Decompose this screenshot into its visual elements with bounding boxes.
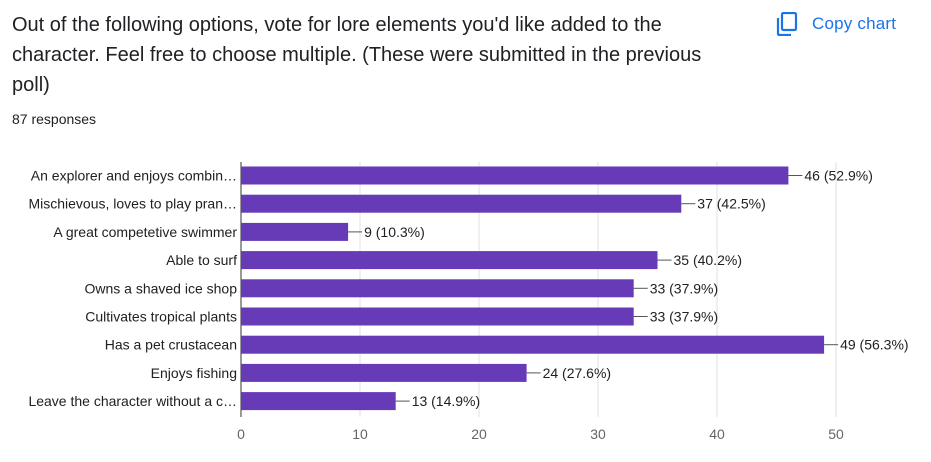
category-label: Owns a shaved ice shop (84, 280, 237, 296)
question-title: Out of the following options, vote for l… (12, 14, 702, 96)
x-tick-label: 30 (590, 426, 606, 442)
data-label: 46 (52.9%) (804, 168, 872, 184)
bar (241, 363, 527, 382)
category-label: Enjoys fishing (151, 365, 237, 381)
data-label: 33 (37.9%) (650, 309, 718, 325)
copy-chart-label: Copy chart (812, 14, 897, 33)
data-label: 33 (37.9%) (650, 280, 718, 296)
x-tick-label: 0 (237, 426, 245, 442)
copy-chart-button[interactable]: Copy chart (776, 10, 896, 38)
copy-icon (776, 11, 798, 37)
category-label: Mischievous, loves to play pran… (28, 196, 237, 212)
bar (241, 307, 634, 326)
category-label: Has a pet crustacean (105, 337, 237, 353)
x-tick-label: 20 (471, 426, 487, 442)
x-tick-label: 10 (352, 426, 368, 442)
bar (241, 279, 634, 298)
x-tick-label: 40 (709, 426, 725, 442)
bar (241, 392, 396, 411)
category-label: An explorer and enjoys combin… (31, 168, 237, 184)
bar (241, 222, 349, 241)
bar (241, 166, 789, 185)
category-label: Cultivates tropical plants (85, 309, 237, 325)
category-label: Able to surf (166, 252, 237, 268)
category-label: A great competetive swimmer (53, 224, 237, 240)
data-label: 37 (42.5%) (697, 196, 765, 212)
x-tick-label: 50 (828, 426, 844, 442)
bar (241, 335, 825, 354)
bar (241, 251, 658, 270)
response-count: 87 responses (12, 111, 97, 127)
data-label: 9 (10.3%) (364, 224, 425, 240)
category-label: Leave the character without a c… (28, 393, 237, 409)
data-label: 13 (14.9%) (412, 393, 480, 409)
bar (241, 194, 682, 213)
data-label: 35 (40.2%) (674, 252, 742, 268)
data-label: 24 (27.6%) (543, 365, 611, 381)
data-label: 49 (56.3%) (840, 337, 908, 353)
